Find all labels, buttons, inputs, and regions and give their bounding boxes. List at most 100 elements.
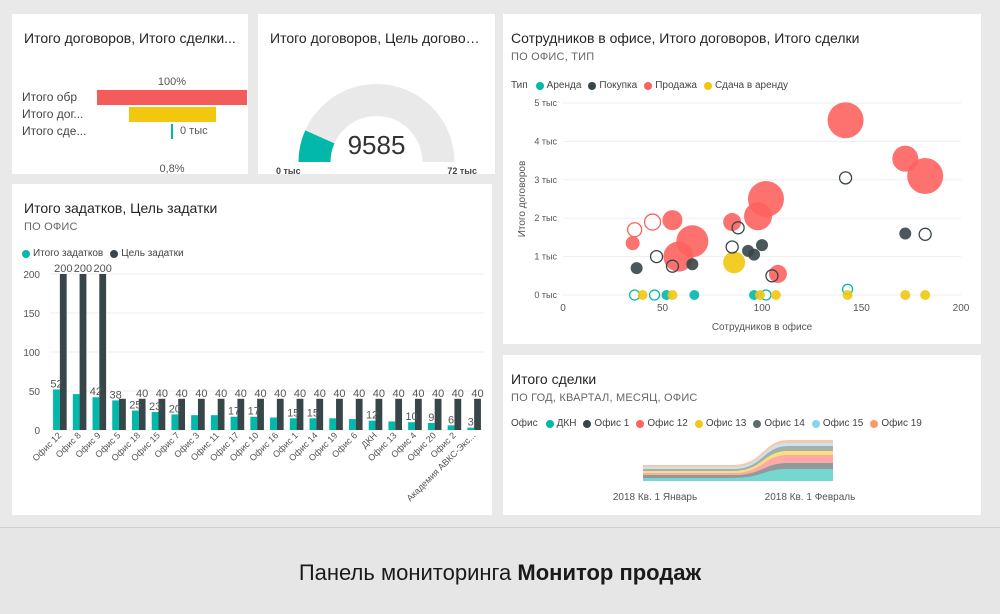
data-label: 200 xyxy=(94,263,112,275)
legend-item[interactable]: ДКН xyxy=(545,418,577,429)
data-label: 40 xyxy=(136,388,148,400)
target-bar xyxy=(296,398,304,430)
caption-bar: Панель мониторинга Монитор продаж xyxy=(0,527,1000,614)
target-bar xyxy=(316,398,324,430)
gauge-fill xyxy=(298,130,335,162)
scatter-point xyxy=(667,290,678,300)
x-tick-label: 200 xyxy=(953,303,970,314)
data-label: 42 xyxy=(90,386,102,398)
deposit-bar xyxy=(270,417,277,430)
legend-dot xyxy=(22,249,30,258)
chart-legend: Итого задатков Цель задатки xyxy=(22,248,191,259)
caption-prefix: Панель мониторинга xyxy=(298,560,518,585)
scatter-point xyxy=(625,236,640,251)
legend-dot xyxy=(694,419,703,428)
legend-item[interactable]: Офис 14 xyxy=(753,418,805,429)
data-label: 15 xyxy=(307,407,319,419)
y-tick-label: 1 тыс xyxy=(534,252,557,262)
scatter-point xyxy=(649,249,664,264)
scatter-point xyxy=(765,269,779,283)
caption-text: Панель мониторинга Монитор продаж xyxy=(0,560,1000,586)
legend-label: Офис 14 xyxy=(764,418,805,429)
funnel-tile[interactable]: Итого договоров, Итого сделки... 100% Ит… xyxy=(12,14,248,174)
legend-item[interactable]: Сдача в аренду xyxy=(703,80,788,91)
data-label: 25 xyxy=(129,400,141,412)
scatter-point xyxy=(892,145,919,172)
legend-item[interactable]: Офис 13 xyxy=(694,418,746,429)
tile-title: Итого договоров, Итого сделки... xyxy=(24,30,236,46)
legend-label: Аренда xyxy=(546,80,582,91)
scatter-point xyxy=(920,290,931,300)
data-label: 40 xyxy=(353,388,365,400)
legend-item[interactable]: Офис 1 xyxy=(583,418,629,429)
deposit-bar xyxy=(309,418,317,430)
data-label: 15 xyxy=(287,407,299,419)
deposit-bar xyxy=(329,418,337,430)
ribbon-band xyxy=(643,446,833,471)
legend-label: Покупка xyxy=(599,80,638,91)
data-label: 40 xyxy=(452,388,464,400)
chart-legend: Офис ДКН Офис 1 Офис 12 Офис 13 Офис 14 … xyxy=(511,418,929,429)
x-tick-label: 0 xyxy=(560,303,566,314)
scatter-point xyxy=(756,239,768,252)
legend-item[interactable]: Офис 15 xyxy=(811,418,864,429)
legend-label: Офис 15 xyxy=(822,418,864,429)
tile-subtitle: ПО ОФИС, ТИП xyxy=(511,51,595,63)
data-label: 40 xyxy=(333,388,345,400)
legend-item[interactable]: Офис 12 xyxy=(636,418,688,429)
legend-title: Тип xyxy=(511,80,528,91)
gauge-tile[interactable]: Итого договоров, Цель договоров 9585 0 т… xyxy=(258,14,495,174)
funnel-top-label: 100% xyxy=(157,76,187,88)
deposits-tile[interactable]: Итого задатков, Цель задатки ПО ОФИС Ито… xyxy=(12,184,492,515)
target-bar xyxy=(99,274,107,430)
data-label: 40 xyxy=(274,388,286,400)
funnel-bar[interactable] xyxy=(128,107,216,122)
funnel-row-label: Итого дог... xyxy=(22,107,84,121)
legend-item[interactable]: Офис 19 xyxy=(870,418,922,429)
legend-dot xyxy=(644,81,653,90)
deposit-bar xyxy=(230,416,238,430)
gauge-min-label: 0 тыс xyxy=(276,166,301,174)
deposit-bar xyxy=(53,389,60,430)
data-label: 40 xyxy=(254,388,266,400)
funnel-bottom-label: 0,8% xyxy=(159,163,185,174)
target-bar xyxy=(414,398,422,430)
legend-dot xyxy=(703,81,712,90)
data-label: 9 xyxy=(428,412,434,424)
legend-item[interactable]: Аренда xyxy=(535,80,582,91)
y-tick-label: 3 тыс xyxy=(534,175,557,185)
target-bar xyxy=(375,398,383,430)
gauge-max-label: 72 тыс xyxy=(447,166,477,174)
deposit-bar xyxy=(191,415,198,430)
funnel-bar[interactable] xyxy=(171,124,173,139)
deposit-bar xyxy=(112,400,120,430)
legend-label: ДКН xyxy=(556,418,577,429)
legend-item[interactable]: Цель задатки xyxy=(110,248,184,259)
data-label: 40 xyxy=(156,388,168,400)
legend-item[interactable]: Продажа xyxy=(644,80,697,91)
legend-item[interactable]: Покупка xyxy=(588,80,637,91)
scatter-tile[interactable]: Сотрудников в офисе, Итого договоров, Ит… xyxy=(503,14,981,344)
scatter-point xyxy=(630,262,643,275)
deals-tile[interactable]: Итого сделки ПО ГОД, КВАРТАЛ, МЕСЯЦ, ОФИ… xyxy=(503,355,981,515)
target-bar xyxy=(178,398,186,430)
data-label: 40 xyxy=(235,388,247,400)
target-bar xyxy=(276,398,284,430)
target-bar xyxy=(217,398,225,430)
legend-item[interactable]: Итого задатков xyxy=(22,248,103,259)
data-label: 200 xyxy=(74,263,92,275)
funnel-bar[interactable] xyxy=(97,90,247,105)
data-label: 20 xyxy=(169,403,181,415)
deposit-bar xyxy=(151,412,159,430)
gauge-value: 9585 xyxy=(347,130,406,160)
deposit-bar xyxy=(467,427,475,430)
y-tick-label: 50 xyxy=(29,387,41,398)
data-label: 40 xyxy=(373,388,385,400)
scatter-point xyxy=(662,210,683,231)
legend-label: Офис 12 xyxy=(647,418,688,429)
x-tick-label: 2018 Кв. 1 Февраль xyxy=(765,492,856,503)
caption-dashboard-name: Монитор продаж xyxy=(517,560,702,585)
legend-dot xyxy=(588,81,597,90)
ribbon-band xyxy=(643,443,833,469)
